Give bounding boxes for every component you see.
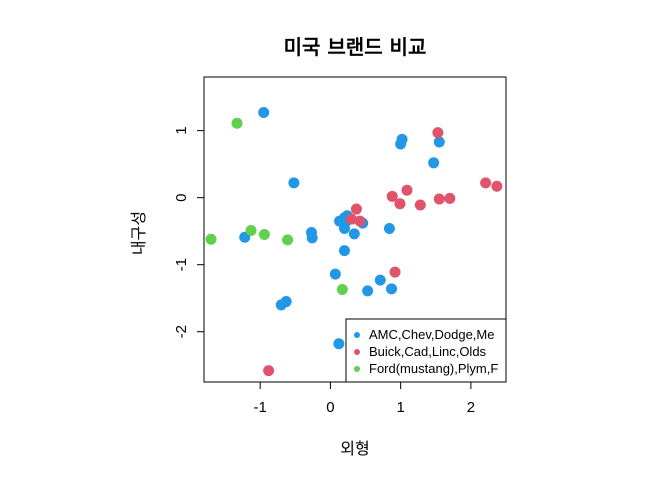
legend-label-2: Ford(mustang),Plym,F [369, 361, 498, 376]
chart-title: 미국 브랜드 비교 [284, 35, 427, 59]
data-point-series0-1 [288, 177, 300, 189]
data-point-series0-22 [396, 133, 408, 145]
y-tick-label-0: -2 [173, 325, 190, 338]
data-point-series0-24 [428, 157, 440, 169]
x-tick-label-3: 2 [467, 399, 475, 416]
data-point-series1-13 [263, 365, 275, 377]
data-point-series0-13 [329, 268, 341, 280]
data-point-series1-5 [394, 198, 406, 210]
data-point-series1-1 [350, 203, 362, 215]
data-point-series0-9 [338, 222, 350, 234]
y-axis: -2 -1 0 1 [173, 126, 205, 338]
legend-label-1: Buick,Cad,Linc,Olds [369, 344, 487, 359]
x-tick-label-1: 0 [326, 399, 334, 416]
data-point-series2-4 [282, 234, 294, 246]
plot-area [205, 107, 503, 377]
data-point-series1-4 [386, 190, 398, 202]
data-point-series1-10 [480, 177, 492, 189]
data-point-series1-3 [354, 215, 366, 227]
y-axis-label: 내구성 [129, 211, 148, 255]
data-point-series0-15 [374, 274, 386, 286]
data-point-series1-7 [414, 199, 426, 211]
legend: AMC,Chev,Dodge,Me Buick,Cad,Linc,Olds Ford… [345, 318, 507, 383]
data-point-series0-0 [258, 107, 270, 119]
data-point-series2-1 [205, 233, 217, 245]
data-point-series2-3 [258, 229, 270, 241]
legend-entries: AMC,Chev,Dodge,Me Buick,Cad,Linc,Olds Ford… [354, 327, 498, 376]
data-point-series0-16 [362, 285, 374, 297]
data-point-series1-8 [433, 193, 445, 205]
data-point-series1-2 [345, 213, 357, 225]
data-point-series1-12 [389, 266, 401, 278]
x-axis: -1 0 1 2 [254, 381, 475, 416]
x-tick-label-2: 1 [396, 399, 404, 416]
data-point-series2-2 [245, 225, 257, 237]
data-point-series0-17 [386, 283, 398, 295]
data-point-series1-6 [401, 184, 413, 196]
data-point-series0-12 [338, 245, 350, 257]
x-axis-label: 외형 [340, 439, 369, 458]
y-tick-label-2: 0 [173, 193, 190, 201]
legend-label-0: AMC,Chev,Dodge,Me [369, 327, 494, 342]
data-point-series0-4 [306, 232, 318, 244]
legend-marker-2 [354, 366, 360, 372]
y-tick-label-1: -1 [173, 258, 190, 271]
data-point-series2-5 [336, 283, 348, 295]
data-point-series0-19 [275, 299, 287, 311]
data-point-series1-11 [491, 180, 503, 192]
legend-marker-1 [354, 349, 360, 355]
y-tick-label-3: 1 [173, 126, 190, 134]
data-point-series0-23 [433, 136, 445, 148]
data-point-series0-14 [383, 222, 395, 234]
legend-box [345, 318, 507, 383]
data-point-series2-0 [231, 117, 243, 129]
data-point-series1-0 [432, 127, 444, 139]
legend-marker-0 [354, 332, 360, 338]
data-point-series0-10 [348, 228, 360, 240]
data-point-series0-20 [333, 338, 345, 350]
data-point-series1-9 [444, 192, 456, 204]
x-tick-label-0: -1 [254, 399, 267, 416]
